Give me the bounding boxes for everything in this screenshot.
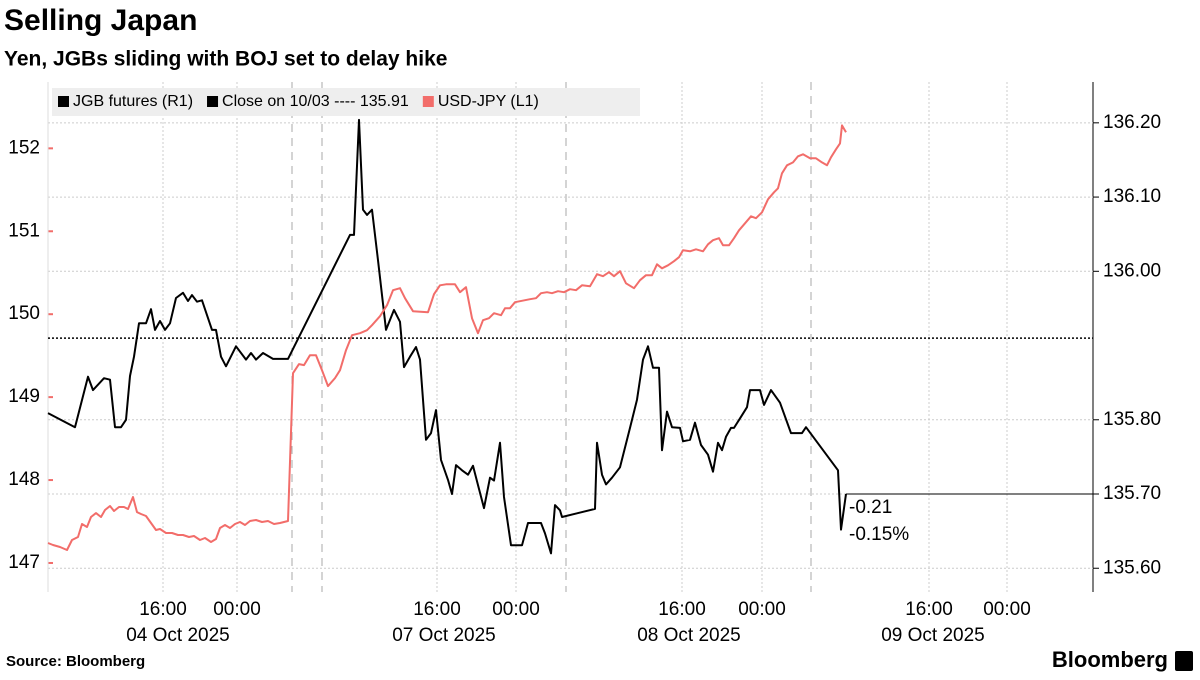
date-label: 04 Oct 2025 (126, 625, 230, 646)
y2-tick-label: 136.00 (1103, 260, 1161, 281)
annotation: -0.15% (849, 524, 909, 545)
x-tick-label: 00:00 (738, 599, 786, 620)
legend-swatch (422, 96, 434, 107)
legend-label: Close on 10/03 ---- 135.91 (222, 93, 409, 110)
legend-label: JGB futures (R1) (73, 93, 193, 110)
date-label: 07 Oct 2025 (392, 625, 496, 646)
y2-tick-label: 135.70 (1103, 483, 1161, 504)
x-tick-label: 00:00 (492, 599, 540, 620)
date-label: 08 Oct 2025 (637, 625, 741, 646)
legend-label: USD-JPY (L1) (438, 93, 539, 110)
y2-tick-label: 136.10 (1103, 186, 1161, 207)
y2-tick-label: 135.60 (1103, 557, 1161, 578)
series-line (47, 118, 847, 555)
y2-tick-label: 136.20 (1103, 112, 1161, 133)
source: Source: Bloomberg (6, 653, 145, 670)
y-tick-label: 147 (8, 552, 40, 573)
x-tick-label: 16:00 (658, 599, 706, 620)
x-tick-label: 00:00 (213, 599, 261, 620)
date-label: 09 Oct 2025 (881, 625, 985, 646)
y-tick-label: 149 (8, 386, 40, 407)
logo: Bloomberg (1052, 647, 1168, 672)
legend-swatch (207, 96, 219, 107)
chart-subtitle: Yen, JGBs sliding with BOJ set to delay … (4, 48, 447, 71)
y2-tick-label: 135.80 (1103, 409, 1161, 430)
legend-swatch (58, 96, 69, 107)
y-tick-label: 150 (8, 303, 40, 324)
y-tick-label: 148 (8, 469, 40, 490)
x-tick-label: 16:00 (139, 599, 187, 620)
series-line (47, 124, 847, 551)
annotation: -0.21 (849, 497, 892, 518)
x-tick-label: 16:00 (413, 599, 461, 620)
legend-box (52, 88, 640, 116)
chart-title: Selling Japan (4, 4, 197, 37)
y-tick-label: 152 (8, 137, 40, 158)
y-tick-label: 151 (8, 220, 40, 241)
x-tick-label: 16:00 (905, 599, 953, 620)
x-tick-label: 00:00 (983, 599, 1031, 620)
logo-icon (1175, 651, 1193, 671)
